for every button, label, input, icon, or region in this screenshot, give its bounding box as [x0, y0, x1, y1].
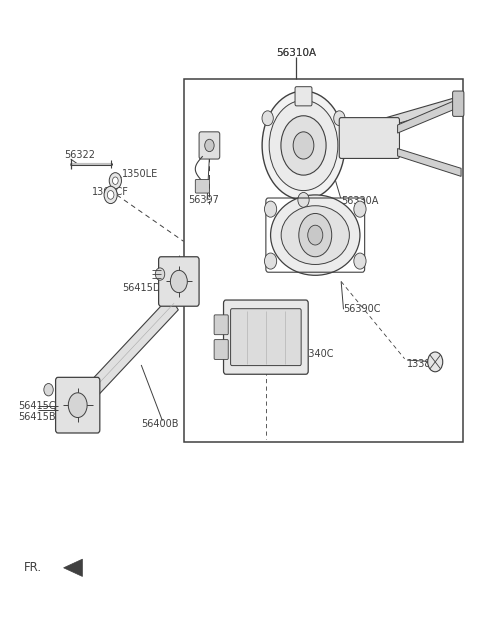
- Text: 56310A: 56310A: [276, 48, 316, 57]
- Text: 56397: 56397: [188, 196, 219, 206]
- Circle shape: [308, 225, 323, 245]
- FancyBboxPatch shape: [199, 132, 220, 159]
- Circle shape: [264, 201, 276, 217]
- FancyBboxPatch shape: [295, 86, 312, 106]
- FancyBboxPatch shape: [195, 179, 209, 193]
- Circle shape: [108, 191, 114, 199]
- Polygon shape: [83, 297, 178, 403]
- Circle shape: [298, 192, 309, 208]
- Circle shape: [354, 253, 366, 269]
- Circle shape: [109, 173, 121, 189]
- Circle shape: [262, 91, 345, 200]
- FancyBboxPatch shape: [56, 377, 100, 433]
- Text: 56330A: 56330A: [341, 196, 379, 206]
- FancyBboxPatch shape: [158, 257, 199, 306]
- Text: 1350LE: 1350LE: [121, 169, 158, 179]
- Text: 56390C: 56390C: [344, 304, 381, 314]
- Circle shape: [269, 100, 338, 191]
- FancyBboxPatch shape: [224, 300, 308, 374]
- Circle shape: [170, 270, 187, 293]
- Polygon shape: [344, 96, 461, 139]
- FancyBboxPatch shape: [230, 309, 301, 365]
- Text: FR.: FR.: [24, 562, 42, 574]
- Circle shape: [264, 253, 276, 269]
- FancyBboxPatch shape: [214, 339, 228, 360]
- Circle shape: [204, 139, 214, 151]
- Circle shape: [156, 268, 165, 280]
- Polygon shape: [397, 148, 461, 177]
- Text: 56400B: 56400B: [141, 419, 179, 428]
- FancyBboxPatch shape: [453, 91, 464, 116]
- Bar: [183, 80, 463, 442]
- Text: 13385: 13385: [407, 359, 438, 369]
- Circle shape: [44, 384, 53, 396]
- FancyBboxPatch shape: [339, 117, 399, 158]
- Circle shape: [299, 213, 332, 257]
- Circle shape: [262, 111, 273, 126]
- Text: 1360CF: 1360CF: [92, 187, 129, 197]
- Text: 56322: 56322: [64, 150, 96, 160]
- Ellipse shape: [281, 206, 349, 264]
- Circle shape: [112, 177, 118, 184]
- Circle shape: [281, 115, 326, 175]
- Text: 56415D: 56415D: [122, 283, 161, 293]
- Text: 56340C: 56340C: [297, 350, 334, 360]
- Circle shape: [104, 186, 117, 204]
- Circle shape: [293, 132, 314, 159]
- Circle shape: [428, 352, 443, 372]
- Text: 56310A: 56310A: [276, 48, 316, 57]
- Polygon shape: [63, 559, 83, 577]
- Circle shape: [68, 392, 87, 418]
- FancyBboxPatch shape: [214, 315, 228, 334]
- Text: 56415C: 56415C: [18, 401, 56, 411]
- Circle shape: [354, 201, 366, 217]
- Polygon shape: [397, 98, 461, 133]
- Ellipse shape: [271, 195, 360, 275]
- Circle shape: [334, 111, 345, 126]
- Text: 56415B: 56415B: [18, 412, 56, 422]
